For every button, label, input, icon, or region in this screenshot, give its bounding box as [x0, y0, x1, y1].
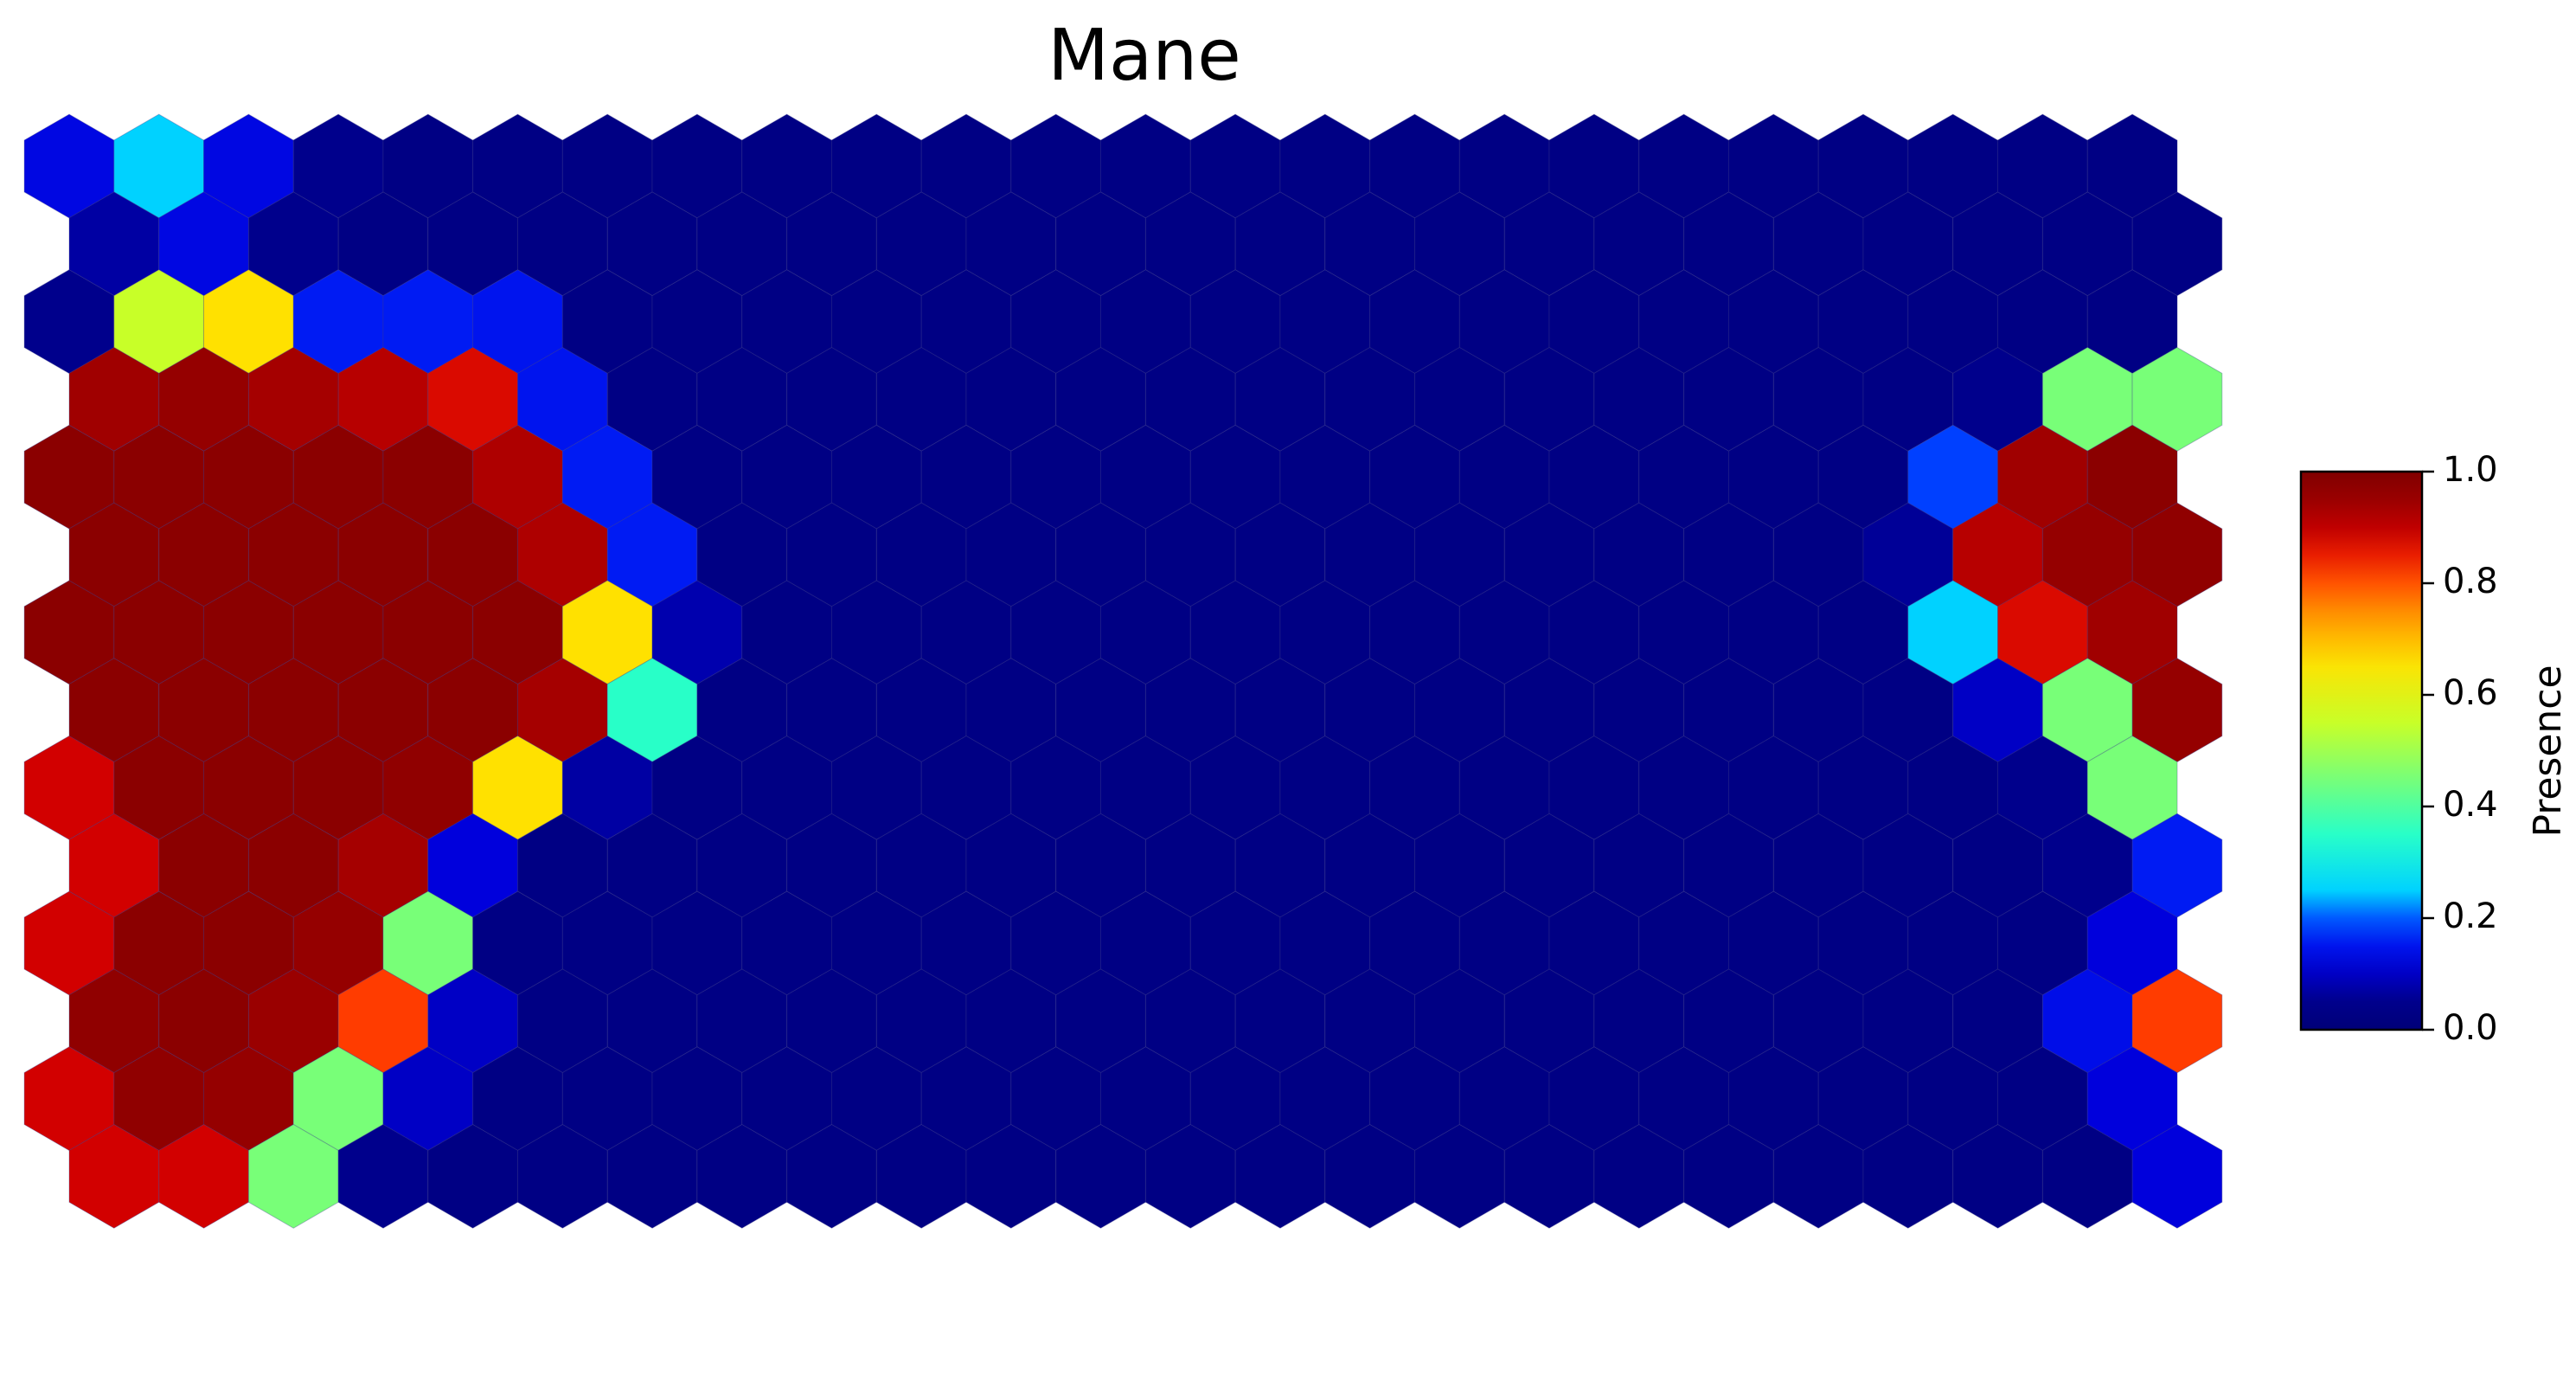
colorbar-tick-label: 0.6 [2443, 673, 2498, 713]
colorbar-gradient [2299, 470, 2424, 1031]
chart-title: Mane [1048, 15, 1240, 97]
hexagon-grid [23, 113, 2223, 1229]
colorbar-tick-label: 1.0 [2443, 450, 2498, 490]
colorbar-label: Presence [2526, 665, 2570, 837]
hex-cell [2131, 1123, 2223, 1229]
colorbar: 0.0 0.2 0.4 0.6 0.8 1.0 Presence [2299, 450, 2570, 1048]
colorbar-tick-label: 0.2 [2443, 896, 2498, 936]
colorbar-tick-label: 0.4 [2443, 785, 2498, 825]
colorbar-tick-label: 0.8 [2443, 562, 2498, 601]
colorbar-tick-label: 0.0 [2443, 1008, 2498, 1048]
colorbar-ticks: 0.0 0.2 0.4 0.6 0.8 1.0 [2422, 450, 2498, 1048]
